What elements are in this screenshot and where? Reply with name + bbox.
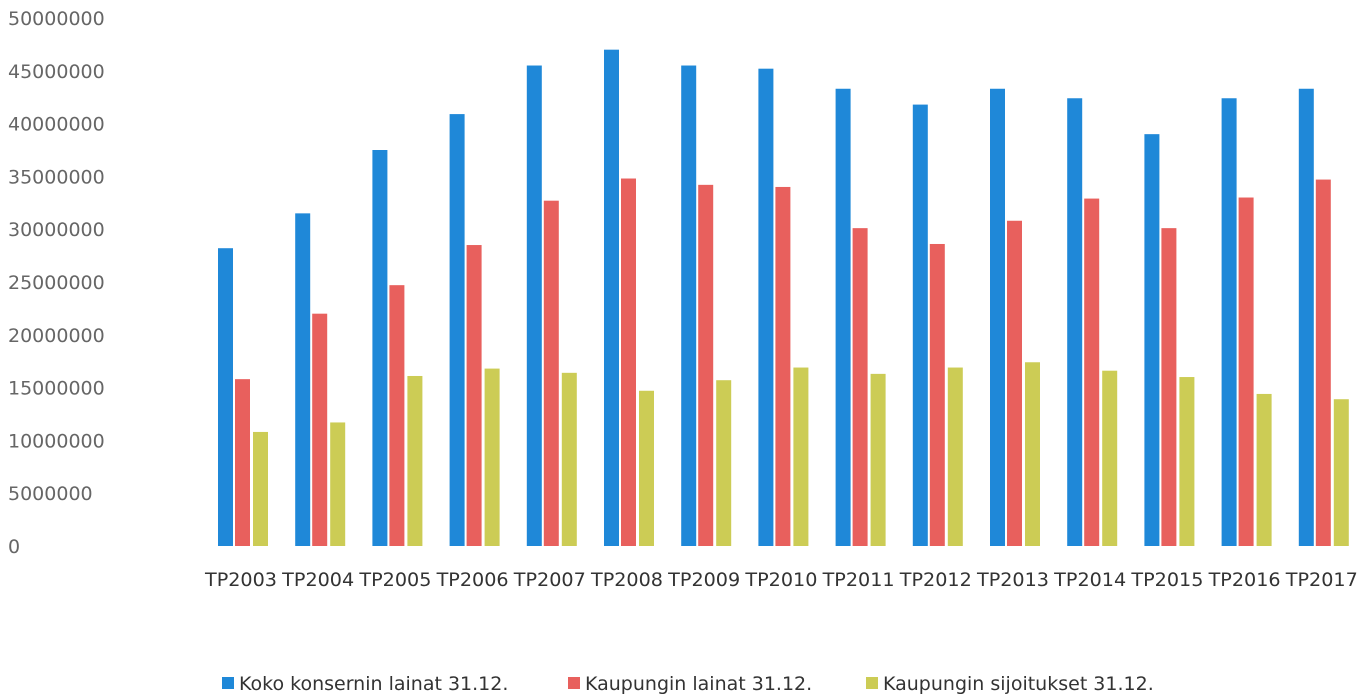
bar-tp2008-series-3 <box>639 390 654 546</box>
bar-tp2009-series-1 <box>681 65 697 547</box>
bar-tp2013-series-3 <box>1025 362 1040 546</box>
legend-label: Kaupungin sijoitukset 31.12. <box>883 673 1154 695</box>
bar-tp2005-series-2 <box>389 285 405 546</box>
x-tick-label: TP2007 <box>513 569 586 591</box>
bar-tp2016-series-3 <box>1256 393 1272 546</box>
legend-swatch <box>568 677 580 689</box>
bar-tp2007-series-1 <box>526 65 542 547</box>
bar-tp2015-series-1 <box>1144 134 1160 546</box>
bar-tp2003-series-2 <box>235 379 250 546</box>
bar-tp2013-series-2 <box>1007 220 1022 546</box>
bar-tp2012-series-2 <box>929 243 945 546</box>
bar-tp2011-series-3 <box>870 373 886 546</box>
x-tick-label: TP2006 <box>436 569 509 591</box>
x-tick-label: TP2016 <box>1208 569 1281 591</box>
x-tick-label: TP2011 <box>822 569 895 591</box>
bar-tp2006-series-3 <box>484 368 500 546</box>
bar-tp2006-series-2 <box>466 245 482 547</box>
y-tick-label: 30000000 <box>8 219 105 241</box>
x-tick-label: TP2010 <box>744 569 817 591</box>
bar-tp2004-series-3 <box>330 422 346 546</box>
y-tick-label: 15000000 <box>8 378 105 400</box>
y-tick-label: 10000000 <box>8 430 105 452</box>
y-tick-label: 45000000 <box>8 61 105 83</box>
x-tick-label: TP2012 <box>899 569 972 591</box>
y-tick-label: 0 <box>8 536 20 558</box>
bar-tp2010-series-1 <box>758 68 774 547</box>
bar-tp2015-series-2 <box>1161 228 1177 547</box>
bar-tp2017-series-1 <box>1298 88 1314 546</box>
bar-tp2012-series-3 <box>947 367 963 546</box>
bar-tp2007-series-2 <box>543 200 559 547</box>
y-tick-label: 35000000 <box>8 166 105 188</box>
bar-tp2017-series-3 <box>1333 399 1349 546</box>
bar-tp2011-series-2 <box>852 228 868 547</box>
bar-tp2003-series-1 <box>218 248 233 546</box>
bar-tp2005-series-1 <box>372 150 388 546</box>
bar-tp2003-series-3 <box>253 431 268 546</box>
bar-tp2006-series-1 <box>449 114 465 546</box>
bar-tp2009-series-3 <box>716 380 732 546</box>
bar-tp2016-series-1 <box>1221 98 1237 547</box>
bar-tp2014-series-1 <box>1067 98 1083 547</box>
x-tick-label: TP2003 <box>204 569 277 591</box>
bar-tp2011-series-1 <box>835 88 851 546</box>
legend-label: Koko konsernin lainat 31.12. <box>239 673 508 695</box>
bar-tp2008-series-2 <box>621 178 636 546</box>
legend-swatch <box>222 677 234 689</box>
x-tick-label: TP2004 <box>281 569 354 591</box>
bar-tp2010-series-2 <box>775 186 791 546</box>
bar-tp2016-series-2 <box>1238 197 1254 546</box>
x-axis: TP2003 TP2004 TP2005 TP2006 TP2007 TP2008 TP20… <box>204 569 1358 591</box>
x-tick-label: TP2017 <box>1285 569 1358 591</box>
x-tick-label: TP2005 <box>358 569 431 591</box>
x-tick-label: TP2014 <box>1053 569 1126 591</box>
bar-tp2010-series-3 <box>793 367 809 546</box>
x-tick-label: TP2013 <box>976 569 1049 591</box>
y-tick-label: 40000000 <box>8 114 105 136</box>
bar-tp2004-series-1 <box>295 213 311 547</box>
y-axis: 0 5000000 10000000 15000000 20000000 25000000… <box>8 8 105 558</box>
legend-swatch <box>866 677 878 689</box>
y-tick-label: 25000000 <box>8 272 105 294</box>
bar-tp2015-series-3 <box>1179 377 1195 546</box>
bar-tp2005-series-3 <box>407 375 423 546</box>
x-tick-label: TP2008 <box>590 569 663 591</box>
bar-tp2009-series-2 <box>698 184 714 546</box>
bar-tp2013-series-1 <box>990 88 1005 546</box>
bar-tp2017-series-2 <box>1315 179 1331 546</box>
bar-tp2012-series-1 <box>912 104 928 546</box>
y-tick-label: 5000000 <box>8 483 93 505</box>
y-tick-label: 20000000 <box>8 325 105 347</box>
bar-tp2008-series-1 <box>604 49 619 547</box>
legend: Koko konsernin lainat 31.12. Kaupungin la… <box>222 673 1154 695</box>
legend-label: Kaupungin lainat 31.12. <box>585 673 812 695</box>
bar-tp2004-series-2 <box>312 313 328 546</box>
bar-tp2007-series-3 <box>561 372 577 546</box>
x-tick-label: TP2009 <box>667 569 740 591</box>
bars <box>218 49 1349 547</box>
y-tick-label: 50000000 <box>8 8 105 30</box>
bar-tp2014-series-2 <box>1084 198 1100 547</box>
x-tick-label: TP2015 <box>1130 569 1203 591</box>
bar-tp2014-series-3 <box>1102 370 1118 546</box>
